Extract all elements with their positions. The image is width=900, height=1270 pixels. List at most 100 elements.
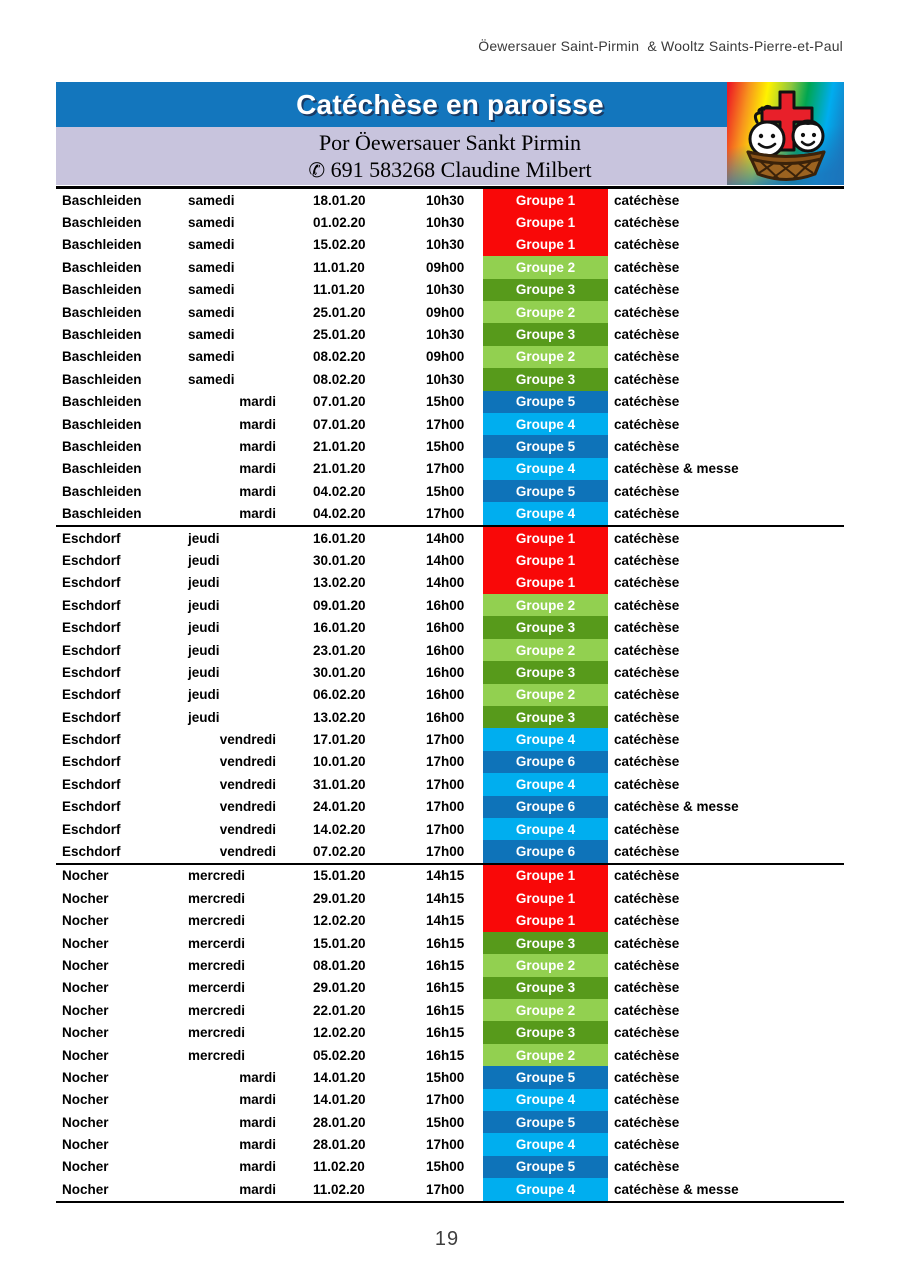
group-badge: Groupe 4 xyxy=(483,1133,608,1156)
cell-location: Eschdorf xyxy=(62,552,121,568)
cell-location: Baschleiden xyxy=(62,461,142,477)
day-primary: jeudi xyxy=(188,597,220,613)
cell-location: Eschdorf xyxy=(62,821,121,837)
cell-day: jeudi xyxy=(188,553,276,568)
cell-location: Baschleiden xyxy=(62,304,142,320)
group-badge: Groupe 3 xyxy=(483,931,608,955)
table-row: Baschleiden samedi 11.01.20 10h30 Groupe 3 ca… xyxy=(56,278,844,301)
day-secondary: mardi xyxy=(239,1181,276,1197)
group-badge: Groupe 2 xyxy=(483,345,608,369)
day-secondary: mardi xyxy=(239,506,276,522)
cell-activity: catéchèse xyxy=(614,980,680,996)
cell-date: 13.02.20 xyxy=(313,575,366,591)
day-primary: samedi xyxy=(188,215,235,231)
cell-time: 17h00 xyxy=(426,461,465,477)
cell-time: 17h00 xyxy=(426,776,465,792)
group-badge: Groupe 5 xyxy=(483,1066,608,1089)
group-badge: Groupe 4 xyxy=(483,1178,608,1201)
cell-activity: catéchèse xyxy=(614,438,680,454)
group-badge: Groupe 1 xyxy=(483,549,608,572)
cell-day: mercredi xyxy=(188,1003,276,1018)
cell-date: 15.01.20 xyxy=(313,935,366,951)
day-secondary: mardi xyxy=(239,1092,276,1108)
cell-activity: catéchèse xyxy=(614,776,680,792)
table-row: Baschleiden samedi 08.02.20 09h00 Groupe 2 ca… xyxy=(56,345,844,369)
cell-day: jeudi xyxy=(188,665,276,680)
day-primary: jeudi xyxy=(188,575,220,591)
table-row: Eschdorf jeudi 16.01.20 14h00 Groupe 1 catéch… xyxy=(56,526,844,550)
table-row: Eschdorf vendredi 24.01.20 17h00 Groupe 6 cat… xyxy=(56,795,844,818)
cell-time: 14h15 xyxy=(426,913,465,929)
day-secondary: mardi xyxy=(239,1069,276,1085)
cell-activity: catéchèse xyxy=(614,821,680,837)
group-badge: Groupe 2 xyxy=(483,256,608,279)
group-badge: Groupe 2 xyxy=(483,300,608,324)
table-row: Baschleiden mardi 21.01.20 15h00 Groupe 5 cat… xyxy=(56,435,844,458)
cell-day: mardi xyxy=(188,1159,276,1174)
group-badge: Groupe 5 xyxy=(483,480,608,503)
cell-location: Baschleiden xyxy=(62,438,142,454)
day-primary: jeudi xyxy=(188,687,220,703)
table-row: Baschleiden mardi 04.02.20 17h00 Groupe 4 cat… xyxy=(56,502,844,525)
group-badge: Groupe 3 xyxy=(483,616,608,639)
cell-time: 17h00 xyxy=(426,1137,465,1153)
cell-date: 23.01.20 xyxy=(313,642,366,658)
cell-day: jeudi xyxy=(188,575,276,590)
cell-time: 09h00 xyxy=(426,259,465,275)
table-row: Baschleiden mardi 21.01.20 17h00 Groupe 4 cat… xyxy=(56,457,844,481)
cell-activity: catéchèse xyxy=(614,304,680,320)
table-row: Nocher mercredi 12.02.20 16h15 Groupe 3 catéc… xyxy=(56,1021,844,1044)
day-secondary: mardi xyxy=(239,394,276,410)
cell-time: 10h30 xyxy=(426,192,465,208)
cell-day: mardi xyxy=(188,439,276,454)
table-section: Eschdorf jeudi 16.01.20 14h00 Groupe 1 catéch… xyxy=(56,526,844,865)
cell-activity: catéchèse xyxy=(614,642,680,658)
cell-time: 17h00 xyxy=(426,506,465,522)
table-row: Eschdorf jeudi 30.01.20 14h00 Groupe 1 catéch… xyxy=(56,549,844,572)
group-badge: Groupe 3 xyxy=(483,705,608,729)
cell-time: 17h00 xyxy=(426,799,465,815)
day-secondary: vendredi xyxy=(219,799,276,815)
phone-icon: ✆ xyxy=(308,158,326,182)
day-primary: mercredi xyxy=(188,1002,246,1018)
cell-activity: catéchèse xyxy=(614,620,680,636)
cell-day: mercerdi xyxy=(188,936,276,951)
cell-day: samedi xyxy=(188,193,276,208)
table-row: Eschdorf vendredi 17.01.20 17h00 Groupe 4 cat… xyxy=(56,728,844,751)
day-primary: samedi xyxy=(188,237,235,253)
cell-location: Baschleiden xyxy=(62,192,142,208)
cell-activity: catéchèse xyxy=(614,371,680,387)
cell-date: 30.01.20 xyxy=(313,664,366,680)
cell-time: 17h00 xyxy=(426,1181,465,1197)
group-badge: Groupe 2 xyxy=(483,954,608,977)
cell-date: 31.01.20 xyxy=(313,776,366,792)
cell-activity: catéchèse xyxy=(614,687,680,703)
cell-time: 14h15 xyxy=(426,890,465,906)
table-row: Nocher mercredi 08.01.20 16h15 Groupe 2 catéc… xyxy=(56,954,844,977)
banner-contact-line: ✆ 691 583268 Claudine Milbert xyxy=(56,156,844,184)
cell-time: 16h00 xyxy=(426,687,465,703)
group-badge: Groupe 3 xyxy=(483,368,608,391)
group-badge: Groupe 3 xyxy=(483,661,608,684)
group-badge: Groupe 4 xyxy=(483,773,608,796)
cell-activity: catéchèse xyxy=(614,394,680,410)
cell-time: 16h15 xyxy=(426,935,465,951)
cell-activity: catéchèse xyxy=(614,1047,680,1063)
cell-activity: catéchèse xyxy=(614,215,680,231)
cell-time: 15h00 xyxy=(426,438,465,454)
cell-date: 25.01.20 xyxy=(313,304,366,320)
table-row: Baschleiden samedi 01.02.20 10h30 Groupe 1 ca… xyxy=(56,211,844,234)
group-badge: Groupe 6 xyxy=(483,750,608,774)
cell-time: 17h00 xyxy=(426,1092,465,1108)
table-row: Baschleiden samedi 11.01.20 09h00 Groupe 2 ca… xyxy=(56,256,844,279)
cell-activity: catéchèse & messe xyxy=(614,799,739,815)
day-secondary: mardi xyxy=(239,483,276,499)
cell-day: samedi xyxy=(188,237,276,252)
cell-location: Baschleiden xyxy=(62,506,142,522)
cell-day: samedi xyxy=(188,215,276,230)
cell-day: jeudi xyxy=(188,710,276,725)
cell-activity: catéchèse xyxy=(614,1069,680,1085)
cell-activity: catéchèse xyxy=(614,192,680,208)
table-row: Nocher mardi 14.01.20 17h00 Groupe 4 catéchès… xyxy=(56,1088,844,1112)
day-primary: mercredi xyxy=(188,1047,246,1063)
